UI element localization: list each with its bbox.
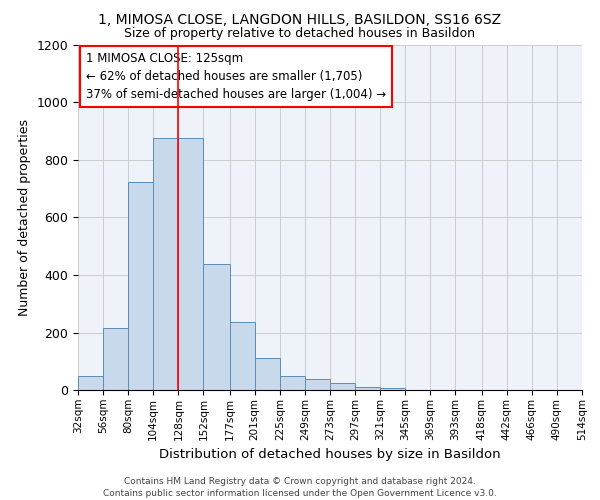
Bar: [103, 328, 128, 390]
Text: 1 MIMOSA CLOSE: 125sqm
← 62% of detached houses are smaller (1,705)
37% of semi-: 1 MIMOSA CLOSE: 125sqm ← 62% of detached…: [86, 52, 386, 101]
Text: Contains HM Land Registry data © Crown copyright and database right 2024.
Contai: Contains HM Land Registry data © Crown c…: [103, 476, 497, 498]
Bar: [380, 388, 405, 390]
Y-axis label: Number of detached properties: Number of detached properties: [18, 119, 31, 316]
Bar: [330, 383, 355, 390]
Text: Size of property relative to detached houses in Basildon: Size of property relative to detached ho…: [125, 28, 476, 40]
Bar: [128, 182, 153, 390]
Bar: [355, 386, 380, 390]
X-axis label: Distribution of detached houses by size in Basildon: Distribution of detached houses by size …: [159, 448, 501, 461]
Bar: [153, 138, 178, 390]
Bar: [203, 264, 230, 390]
Bar: [78, 376, 103, 390]
Text: 1, MIMOSA CLOSE, LANGDON HILLS, BASILDON, SS16 6SZ: 1, MIMOSA CLOSE, LANGDON HILLS, BASILDON…: [98, 12, 502, 26]
Bar: [305, 380, 330, 390]
Bar: [178, 138, 203, 390]
Bar: [255, 358, 280, 390]
Bar: [230, 322, 255, 390]
Bar: [280, 376, 305, 390]
